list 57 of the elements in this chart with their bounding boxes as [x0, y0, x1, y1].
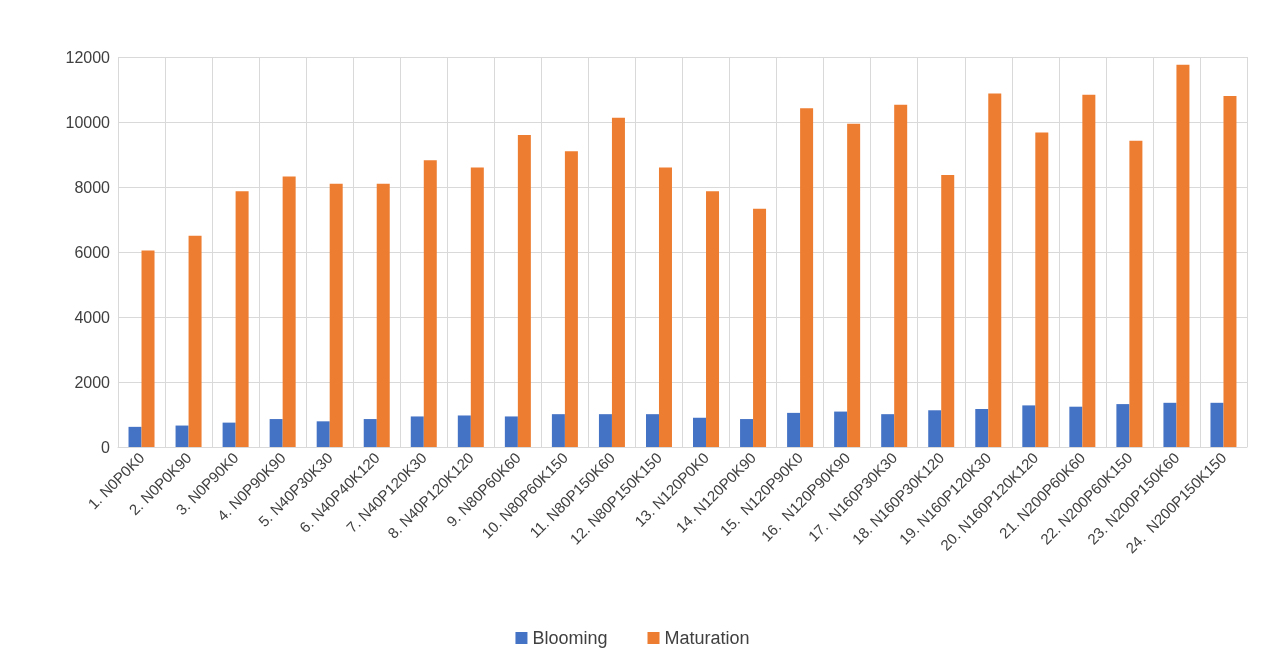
bar	[658, 167, 672, 447]
bar	[188, 235, 202, 447]
bar	[941, 174, 955, 447]
bar	[363, 419, 377, 447]
bar	[1035, 132, 1049, 447]
bar	[175, 425, 189, 447]
bar	[564, 151, 578, 447]
bar	[834, 411, 848, 447]
bar	[517, 135, 531, 447]
bar	[787, 412, 801, 447]
bar	[269, 419, 283, 447]
bar	[222, 422, 236, 447]
bar	[141, 250, 155, 447]
bar	[881, 414, 895, 447]
bar	[1210, 402, 1224, 447]
bar	[551, 414, 565, 447]
y-tick-label: 2000	[74, 373, 111, 391]
bar	[410, 416, 424, 447]
bar	[693, 417, 707, 447]
bar	[1069, 406, 1083, 447]
y-tick-label: 10000	[65, 113, 111, 131]
bar	[376, 183, 390, 447]
bar	[235, 191, 249, 447]
y-tick-label: 0	[101, 438, 111, 456]
bar	[975, 408, 989, 447]
bar	[645, 414, 659, 447]
bar	[1082, 94, 1096, 447]
bar	[894, 104, 908, 447]
bar	[706, 191, 720, 447]
bar	[928, 410, 942, 447]
bar	[1022, 405, 1036, 447]
bar	[504, 416, 518, 447]
bar	[740, 419, 754, 447]
bar	[753, 208, 767, 447]
bar	[457, 415, 471, 447]
bar	[128, 426, 142, 447]
bar	[1129, 140, 1143, 447]
y-tick-label: 4000	[74, 308, 111, 326]
bar	[988, 93, 1002, 447]
bar	[598, 414, 612, 447]
legend-label: Maturation	[664, 628, 750, 648]
bar	[800, 108, 814, 447]
y-tick-label: 12000	[65, 48, 111, 66]
bar	[1176, 64, 1190, 447]
bar	[316, 421, 330, 447]
bar	[470, 167, 484, 447]
bar	[1163, 402, 1177, 447]
bar	[423, 160, 437, 447]
bar	[1223, 96, 1237, 447]
y-tick-label: 6000	[74, 243, 111, 261]
y-tick-label: 8000	[74, 178, 111, 196]
bar	[611, 117, 625, 447]
bar	[847, 123, 861, 447]
bar	[1116, 404, 1130, 447]
bar	[282, 176, 296, 447]
bar	[329, 183, 343, 447]
legend-label: Blooming	[532, 628, 608, 648]
